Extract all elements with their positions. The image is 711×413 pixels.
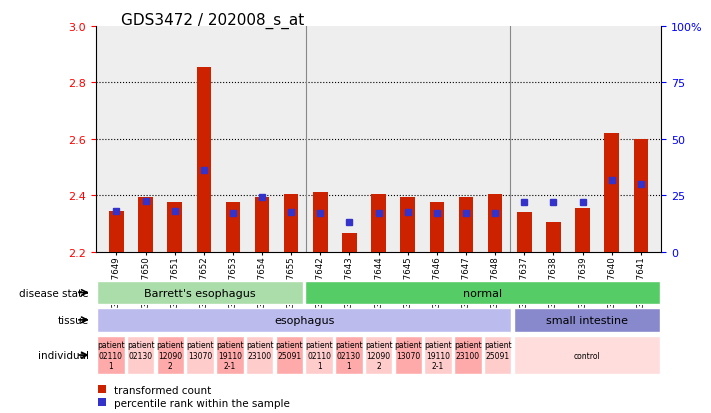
- Bar: [225, 203, 240, 252]
- Text: disease state: disease state: [19, 288, 89, 298]
- Bar: [167, 203, 182, 252]
- Text: Barrett's esophagus: Barrett's esophagus: [144, 288, 256, 298]
- Bar: [513, 336, 660, 374]
- Bar: [454, 336, 481, 374]
- Bar: [335, 336, 363, 374]
- Bar: [127, 336, 154, 374]
- Bar: [97, 336, 124, 374]
- Bar: [604, 134, 619, 252]
- Bar: [459, 197, 474, 252]
- Bar: [255, 197, 269, 252]
- Bar: [138, 197, 153, 252]
- Bar: [634, 140, 648, 252]
- Bar: [284, 194, 299, 252]
- Text: patient
12090
2: patient 12090 2: [156, 340, 184, 370]
- Text: patient
02130: patient 02130: [127, 340, 154, 370]
- Bar: [429, 203, 444, 252]
- Text: tissue: tissue: [58, 315, 89, 325]
- Bar: [97, 308, 511, 332]
- Bar: [517, 213, 532, 252]
- Bar: [216, 336, 244, 374]
- Text: patient
25091: patient 25091: [276, 340, 303, 370]
- Bar: [156, 336, 184, 374]
- Bar: [484, 336, 511, 374]
- Text: patient
23100: patient 23100: [246, 340, 274, 370]
- Text: patient
23100: patient 23100: [454, 340, 481, 370]
- Text: patient
13070: patient 13070: [395, 340, 422, 370]
- Text: patient
13070: patient 13070: [186, 340, 214, 370]
- Bar: [246, 336, 273, 374]
- Text: individual: individual: [38, 350, 89, 360]
- Bar: [196, 68, 211, 252]
- Bar: [305, 281, 660, 305]
- Text: esophagus: esophagus: [274, 315, 334, 325]
- Bar: [575, 208, 590, 252]
- Text: small intestine: small intestine: [546, 315, 628, 325]
- Text: control: control: [574, 351, 600, 360]
- Bar: [97, 281, 303, 305]
- Bar: [488, 194, 503, 252]
- Bar: [546, 222, 561, 252]
- Text: patient
02130
1: patient 02130 1: [335, 340, 363, 370]
- Bar: [371, 194, 386, 252]
- Text: normal: normal: [463, 288, 502, 298]
- Bar: [365, 336, 392, 374]
- Text: patient
25091: patient 25091: [483, 340, 511, 370]
- Bar: [400, 197, 415, 252]
- Text: patient
02110
1: patient 02110 1: [305, 340, 333, 370]
- Legend: transformed count, percentile rank within the sample: transformed count, percentile rank withi…: [97, 385, 290, 408]
- Text: patient
12090
2: patient 12090 2: [365, 340, 392, 370]
- Bar: [109, 211, 124, 252]
- Bar: [424, 336, 452, 374]
- Text: patient
02110
1: patient 02110 1: [97, 340, 124, 370]
- Bar: [342, 234, 357, 252]
- Bar: [186, 336, 214, 374]
- Bar: [305, 336, 333, 374]
- Text: patient
19110
2-1: patient 19110 2-1: [216, 340, 244, 370]
- Bar: [513, 308, 660, 332]
- Bar: [313, 193, 328, 252]
- Text: GDS3472 / 202008_s_at: GDS3472 / 202008_s_at: [121, 13, 304, 29]
- Bar: [276, 336, 303, 374]
- Text: patient
19110
2-1: patient 19110 2-1: [424, 340, 452, 370]
- Bar: [395, 336, 422, 374]
